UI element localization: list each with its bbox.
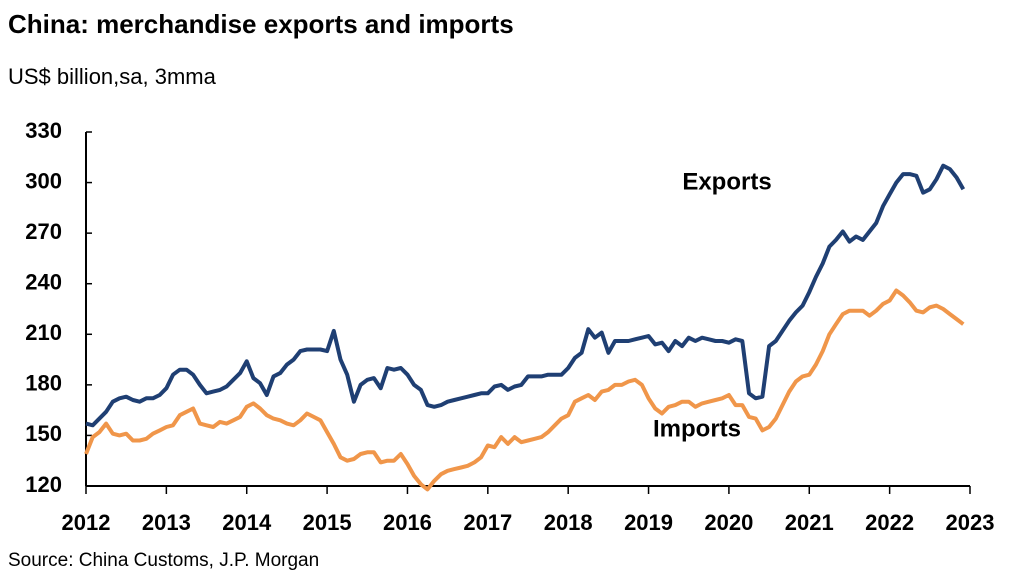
y-tick-label: 300 [25,168,62,193]
x-tick-label: 2018 [544,510,593,535]
source: Source: China Customs, J.P. Morgan [8,550,319,571]
annotation: Exports [682,168,771,195]
x-tick-label: 2014 [222,510,272,535]
chart-subtitle: US$ billion,sa, 3mma [8,64,217,89]
y-tick-label: 210 [25,320,62,345]
x-tick-label: 2012 [62,510,111,535]
x-tick-label: 2021 [785,510,834,535]
x-tick-label: 2020 [704,510,753,535]
y-tick-label: 240 [25,270,62,295]
x-tick-label: 2023 [946,510,995,535]
y-tick-label: 180 [25,371,62,396]
x-tick-label: 2019 [624,510,673,535]
x-tick-label: 2013 [142,510,191,535]
y-tick-label: 120 [25,472,62,497]
y-tick-label: 150 [25,421,62,446]
x-tick-label: 2022 [865,510,914,535]
y-tick-label: 270 [25,219,62,244]
chart-title: China: merchandise exports and imports [8,9,514,39]
x-tick-label: 2017 [463,510,512,535]
annotation: Imports [653,415,741,442]
x-tick-label: 2015 [303,510,352,535]
series-line [84,288,965,492]
x-tick-label: 2016 [383,510,432,535]
y-tick-label: 330 [25,118,62,143]
series-line [85,163,966,428]
